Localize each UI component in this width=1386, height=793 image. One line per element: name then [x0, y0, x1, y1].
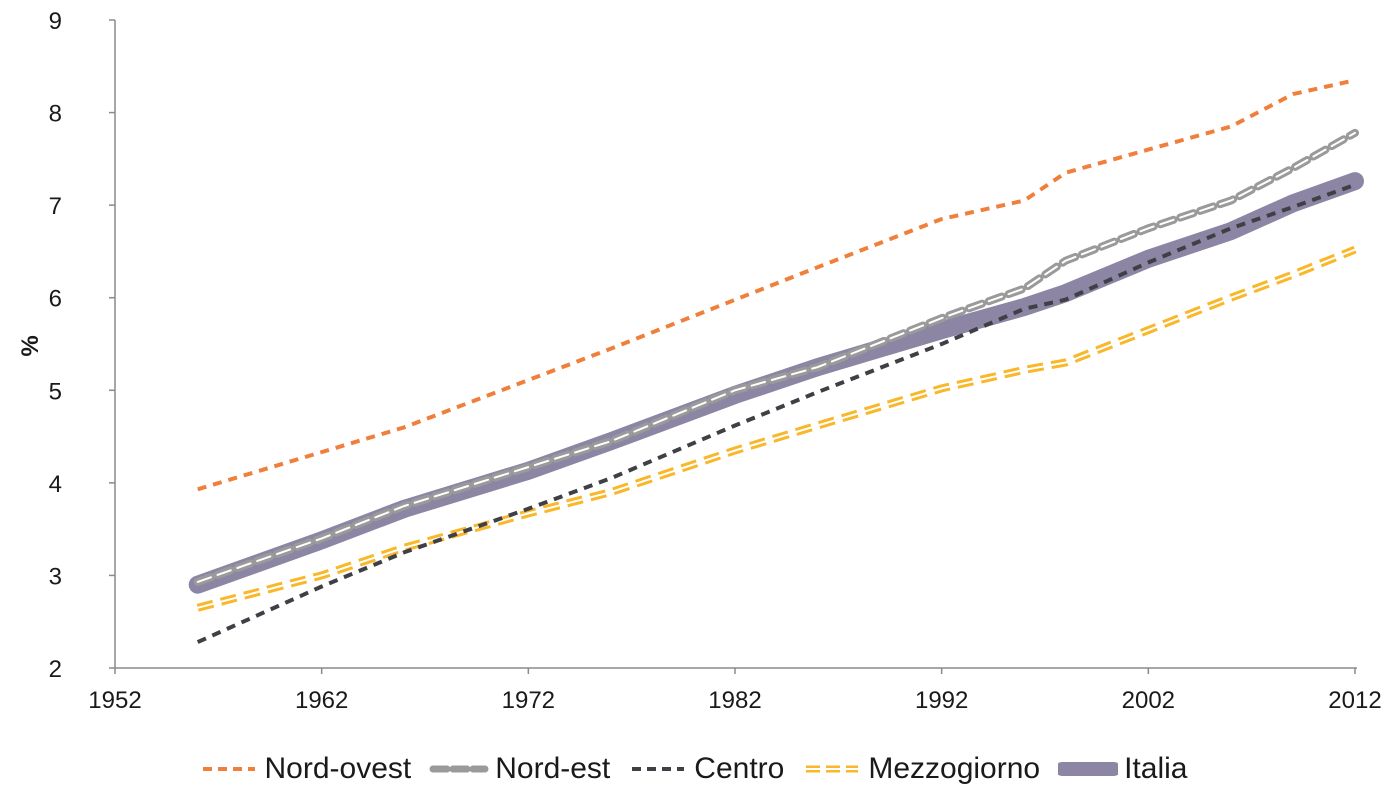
- series-line: [196, 245, 1357, 612]
- legend-swatch: [202, 767, 255, 771]
- series-italia: [188, 172, 1364, 594]
- y-tick-label: 6: [49, 286, 62, 313]
- legend-item-nord-est: Nord-est: [429, 752, 610, 786]
- y-tick-label: 4: [49, 471, 62, 498]
- legend-item-centro: Centro: [628, 752, 784, 786]
- legend-label: Mezzogiorno: [868, 752, 1041, 785]
- series-line-inner: [196, 131, 1356, 583]
- y-tick-label: 7: [49, 193, 62, 220]
- x-tick-label: 1952: [88, 687, 141, 714]
- line-chart: 2 3 4 5 6 7 8 9 1952 1962 1972 1982 1992 2002 2012 %: [17, 8, 1382, 714]
- legend-label: Italia: [1124, 752, 1188, 785]
- series-layer: [188, 78, 1364, 644]
- x-tick-label: 1972: [502, 687, 555, 714]
- legend-swatch: [632, 767, 685, 771]
- y-tick-label: 8: [49, 101, 62, 128]
- legend-label: Nord-est: [495, 752, 611, 785]
- series-line: [188, 172, 1364, 594]
- legend: Nord-ovest Nord-est Centro Mezzogiorno Itali…: [0, 752, 1386, 786]
- series-nord-est: [193, 128, 1359, 586]
- y-tick-label: 5: [49, 378, 62, 405]
- legend-item-mezzogiorno: Mezzogiorno: [802, 752, 1040, 786]
- legend-swatch: [1058, 762, 1119, 776]
- x-tick-label: 1962: [295, 687, 348, 714]
- y-tick-label: 2: [49, 656, 62, 683]
- y-tick-label: 9: [49, 8, 62, 35]
- series-centro: [196, 182, 1356, 644]
- y-tick-label: 3: [49, 563, 62, 590]
- legend-label: Centro: [694, 752, 785, 785]
- series-nord-ovest: [197, 78, 1356, 492]
- y-axis-label: %: [17, 335, 44, 356]
- series-line: [197, 78, 1356, 492]
- x-tick-label: 2012: [1328, 687, 1381, 714]
- series-line-inner: [197, 248, 1356, 609]
- legend-item-italia: Italia: [1058, 752, 1187, 786]
- x-tick-label: 1982: [708, 687, 761, 714]
- series-line: [196, 182, 1356, 644]
- series-mezzogiorno: [196, 245, 1357, 612]
- axes: 2 3 4 5 6 7 8 9 1952 1962 1972 1982 1992 2002 2012: [49, 8, 1382, 714]
- legend-swatch: [806, 765, 859, 773]
- x-tick-label: 2002: [1122, 687, 1175, 714]
- legend-swatch: [429, 765, 489, 773]
- legend-label: Nord-ovest: [264, 752, 412, 785]
- legend-item-nord-ovest: Nord-ovest: [199, 752, 412, 786]
- x-tick-label: 1992: [915, 687, 968, 714]
